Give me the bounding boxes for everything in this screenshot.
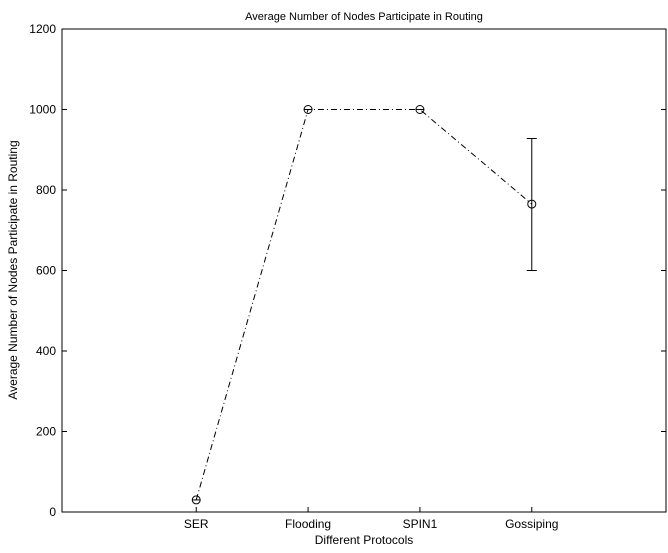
y-axis-label: Average Number of Nodes Participate in R… <box>6 140 20 399</box>
y-tick-label: 400 <box>36 344 56 358</box>
series-layer <box>191 105 537 505</box>
y-tick-label: 800 <box>36 183 56 197</box>
y-tick-label: 1200 <box>29 22 56 36</box>
data-point-marker <box>191 495 201 505</box>
y-tick-label: 1000 <box>29 103 56 117</box>
x-tick-label: SER <box>184 517 209 531</box>
x-tick-label: SPIN1 <box>403 517 438 531</box>
data-point-marker <box>303 105 313 114</box>
data-point-marker <box>415 105 425 114</box>
plot-area <box>61 28 667 513</box>
y-tick-label: 0 <box>49 505 56 519</box>
x-tick-label: Flooding <box>285 517 331 531</box>
y-tick-label: 600 <box>36 264 56 278</box>
data-point-marker <box>527 199 537 209</box>
y-axis-ticks: 0 200 400 600 800 1000 1200 <box>29 22 666 519</box>
chart-title: Average Number of Nodes Participate in R… <box>245 11 483 23</box>
x-tick-label: Gossiping <box>505 517 558 531</box>
x-axis-ticks: SER Flooding SPIN1 Gossiping <box>184 507 558 531</box>
x-axis-label: Different Protocols <box>315 533 414 547</box>
y-tick-label: 200 <box>36 425 56 439</box>
error-bar <box>526 137 537 271</box>
